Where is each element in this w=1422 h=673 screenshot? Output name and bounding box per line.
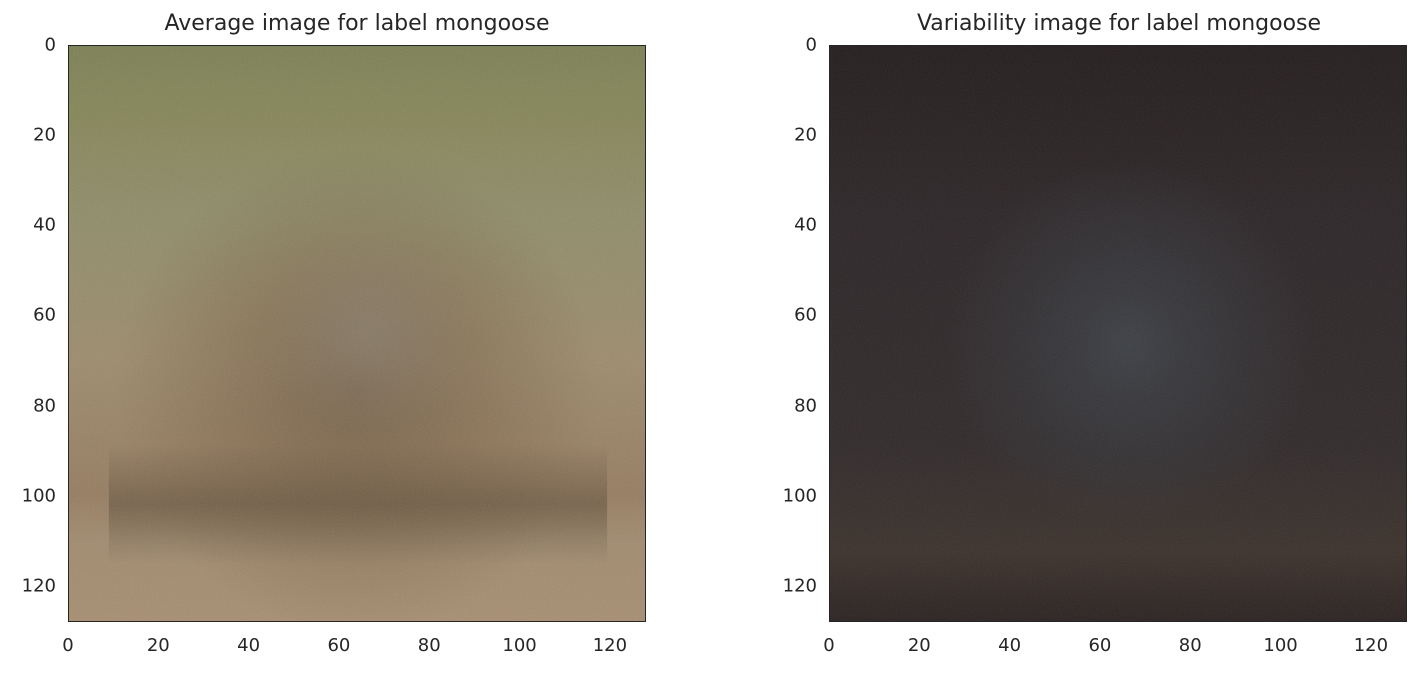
y-tick-label: 60 xyxy=(33,304,56,326)
y-tick-label: 80 xyxy=(794,395,817,417)
variability-image-panel: Variability image for label mongoose xyxy=(711,0,1422,673)
x-tick-label: 40 xyxy=(998,635,1022,656)
y-tick-label: 120 xyxy=(21,575,56,597)
y-tick-label: 60 xyxy=(794,304,817,326)
x-tick-label: 60 xyxy=(327,635,351,656)
average-image-panel: Average image for label mongoose xyxy=(21,11,646,656)
chart-title: Variability image for label mongoose xyxy=(916,11,1322,36)
x-tick-label: 20 xyxy=(146,635,170,656)
x-tick-label: 20 xyxy=(907,635,931,656)
y-tick-label: 0 xyxy=(44,34,56,56)
y-tick-label: 20 xyxy=(794,124,817,146)
x-tick-label: 100 xyxy=(502,635,537,656)
x-tick-label: 80 xyxy=(417,635,441,656)
variability-image-plot xyxy=(829,45,1407,622)
x-tick-label: 120 xyxy=(1353,635,1389,656)
x-tick-label: 120 xyxy=(592,635,628,656)
variability-image-heatmap xyxy=(830,46,1406,621)
y-tick-label: 120 xyxy=(782,575,817,597)
y-tick-label: 40 xyxy=(33,214,56,236)
x-tick-label: 80 xyxy=(1178,635,1202,656)
y-tick-label: 0 xyxy=(805,34,817,56)
y-tick-label: 20 xyxy=(33,124,56,146)
x-tick-label: 0 xyxy=(62,635,74,656)
y-tick-label: 40 xyxy=(794,214,817,236)
x-tick-label: 40 xyxy=(237,635,261,656)
x-tick-label: 0 xyxy=(823,635,835,656)
average-image-plot xyxy=(68,45,646,622)
x-tick-label: 60 xyxy=(1088,635,1112,656)
y-tick-label: 100 xyxy=(21,485,56,507)
y-tick-label: 100 xyxy=(782,485,817,507)
x-tick-label: 100 xyxy=(1263,635,1298,656)
average-image-heatmap xyxy=(69,46,645,621)
y-tick-label: 80 xyxy=(33,395,56,417)
chart-title: Average image for label mongoose xyxy=(164,11,550,36)
